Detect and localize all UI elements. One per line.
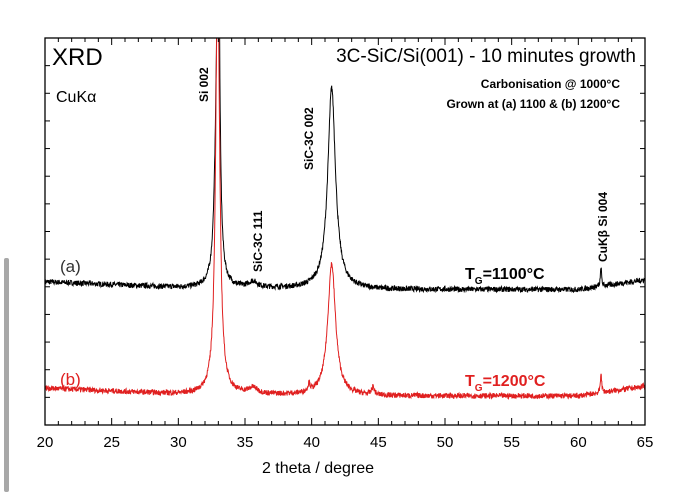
x-tick-label: 35 <box>237 434 254 451</box>
radiation-label: CuKα <box>56 89 96 106</box>
series-a-annotation: TG=1100°C <box>465 266 545 287</box>
series-a-name: (a) <box>60 257 81 276</box>
peak-label-sic-002: SiC-3C 002 <box>302 107 316 170</box>
scrollbar[interactable] <box>4 258 9 492</box>
x-tick-label: 40 <box>303 434 320 451</box>
x-tick-label: 60 <box>570 434 587 451</box>
series-b-name: (b) <box>60 370 81 389</box>
peak-label-sic-111: SiC-3C 111 <box>251 210 265 272</box>
x-tick-label: 20 <box>37 434 54 451</box>
x-tick-label: 65 <box>637 434 654 451</box>
x-tick-label: 45 <box>370 434 387 451</box>
x-tick-label: 25 <box>103 434 120 451</box>
peak-label-si-002: Si 002 <box>197 67 211 102</box>
series-line-a <box>45 38 645 294</box>
x-tick-label: 55 <box>503 434 520 451</box>
subtitle-line-1: Carbonisation @ 1000°C <box>481 77 621 91</box>
series-b-annotation: TG=1200°C <box>465 373 546 394</box>
series-line-b <box>45 38 645 401</box>
x-tick-label: 30 <box>170 434 187 451</box>
peak-label-cukb-si-004: CuKβ Si 004 <box>596 192 610 262</box>
corner-label: XRD <box>52 44 103 71</box>
x-axis-label: 2 theta / degree <box>262 460 374 477</box>
subtitle-line-2: Grown at (a) 1100 & (b) 1200°C <box>446 97 620 111</box>
chart-title: 3C-SiC/Si(001) - 10 minutes growth <box>336 46 636 67</box>
x-tick-label: 50 <box>437 434 454 451</box>
